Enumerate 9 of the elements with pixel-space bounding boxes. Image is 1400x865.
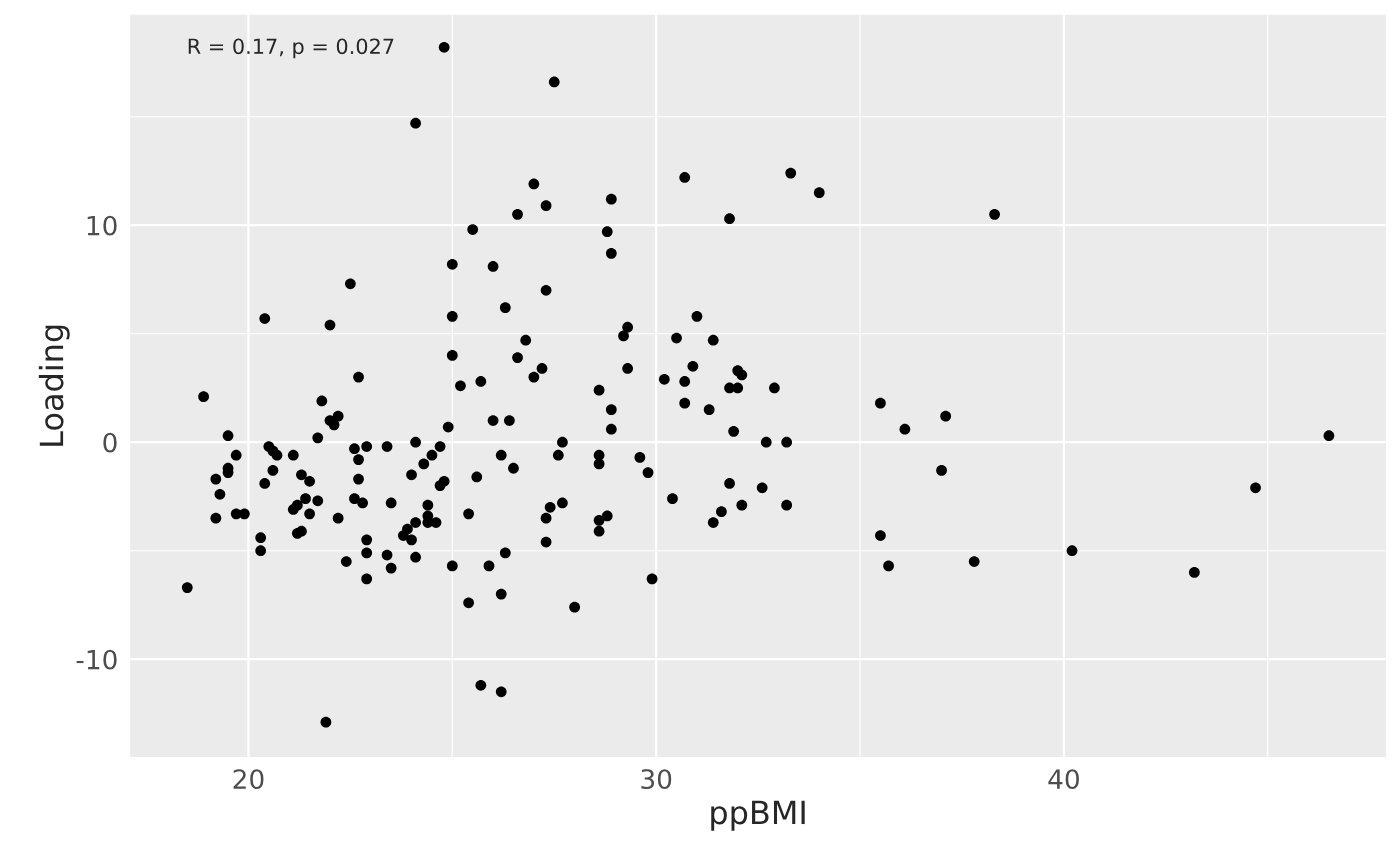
x-axis-title: ppBMI bbox=[711, 800, 805, 831]
x-tick-label: 40 bbox=[1048, 769, 1079, 790]
y-tick-label: 0 bbox=[103, 432, 117, 453]
y-tick-label: -10 bbox=[76, 649, 117, 670]
y-tick-label: 10 bbox=[87, 215, 117, 236]
y-axis-title: Loading bbox=[38, 325, 70, 446]
annotation: R = 0.17, p = 0.027 bbox=[188, 38, 394, 59]
x-tick-label: 30 bbox=[641, 769, 672, 790]
x-tick-label: 20 bbox=[233, 769, 264, 790]
